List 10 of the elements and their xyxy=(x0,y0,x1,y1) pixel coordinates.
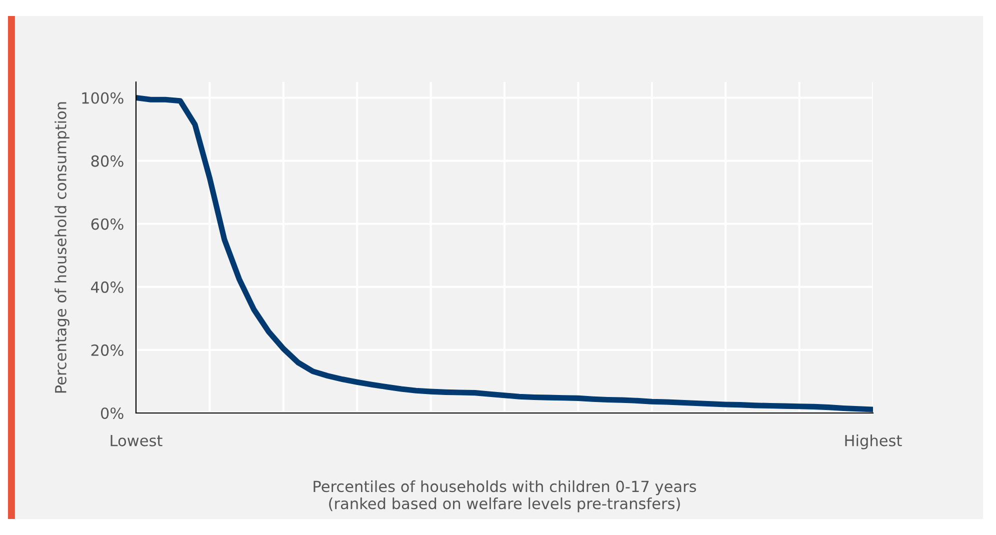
x-tick-label: Highest xyxy=(845,434,902,450)
y-tick-label: 0% xyxy=(100,407,124,420)
y-tick-label: 40% xyxy=(90,281,124,293)
y-tick-label: 80% xyxy=(91,155,124,167)
y-tick-label: 60% xyxy=(91,218,124,230)
x-axis-title: Percentiles of households with children 0-17 years (ranked based on welfare levels pre-transfers) xyxy=(314,480,696,512)
y-axis-title: Percentage of household consumption xyxy=(54,102,70,393)
y-tick-label: 100% xyxy=(82,92,124,104)
x-tick-label: Lowest xyxy=(110,434,162,446)
y-tick-label: 20% xyxy=(91,344,124,356)
